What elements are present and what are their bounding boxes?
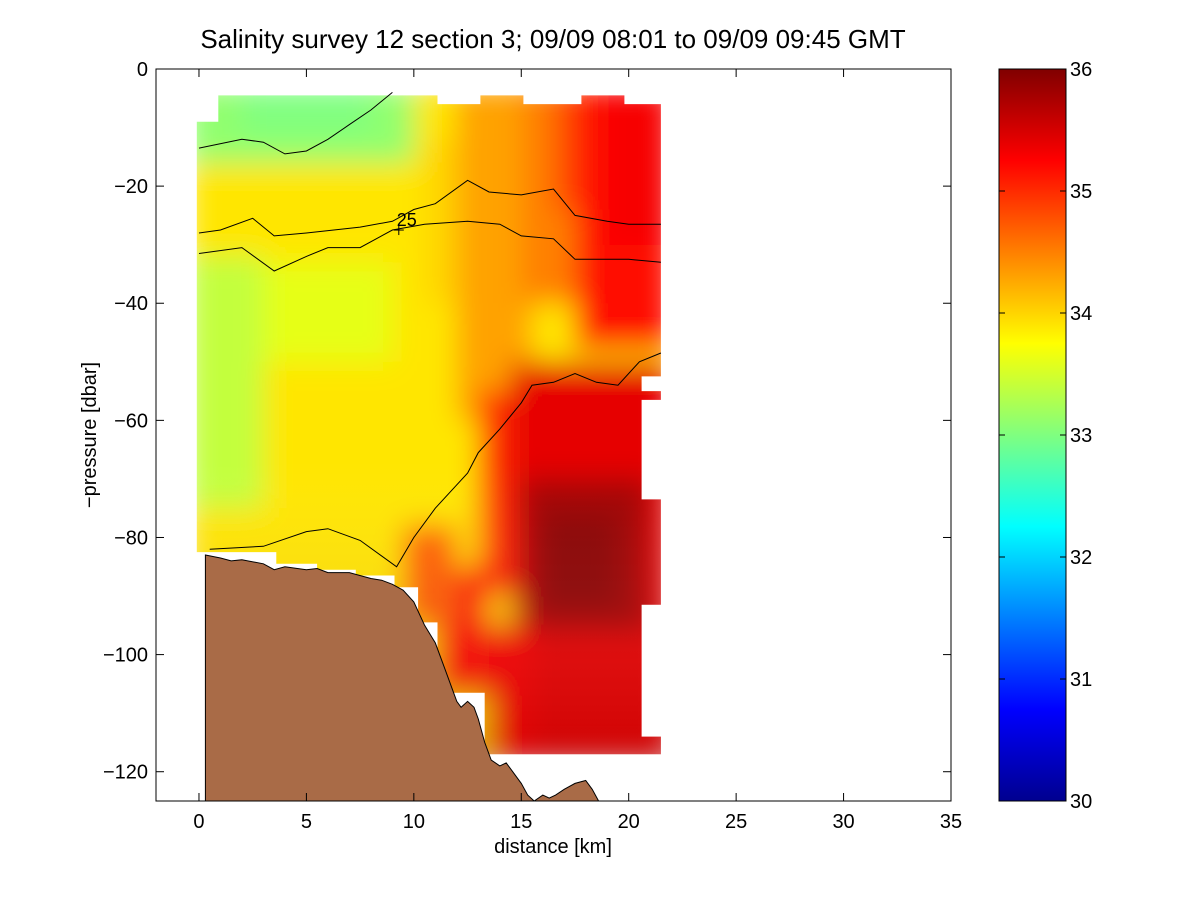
y-tick-label: −60 [114,410,148,432]
y-tick-label: −20 [114,176,148,198]
colorbar-tick-label: 31 [1070,669,1092,691]
x-tick-label: 10 [403,811,425,833]
x-tick-label: 25 [725,811,747,833]
contour-label-marker [393,225,404,236]
colorbar-tick-label: 33 [1070,425,1092,447]
colorbar-ticks: 30 31 32 33 34 35 36 [999,59,1092,813]
x-axis-label: distance [km] [494,836,612,858]
plot-frame [155,68,952,802]
x-tick-label: 35 [940,811,962,833]
colorbar [999,69,1066,801]
contour-line [198,179,661,237]
colorbar-tick-label: 34 [1070,303,1092,325]
y-tick-label: −40 [114,293,148,315]
y-tick-label: −120 [103,762,148,784]
contour-label: 25 [397,210,417,230]
colorbar-tick-label: 30 [1070,791,1092,813]
y-tick-label: −100 [103,645,148,667]
colorbar-tick-label: 36 [1070,59,1092,81]
y-axis-label: −pressure [dbar] [79,362,101,508]
x-tick-label: 20 [618,811,640,833]
colorbar-tick-label: 35 [1070,181,1092,203]
seabed [204,554,600,801]
salinity-field [196,95,661,755]
x-tick-label: 0 [193,811,204,833]
y-axis: 0 −20 −40 −60 −80 −100 −120 [103,59,951,784]
colorbar-tick-label: 32 [1070,547,1092,569]
chart-title: Salinity survey 12 section 3; 09/09 08:0… [200,24,905,54]
contour-lines [198,92,662,568]
y-tick-label: 0 [137,59,148,81]
x-tick-label: 15 [510,811,532,833]
x-tick-label: 5 [301,811,312,833]
y-tick-label: −80 [114,527,148,549]
contour-line [198,220,661,272]
contour-line [198,92,393,155]
x-axis: 0 5 10 15 20 25 30 35 [193,69,962,833]
contour-line [209,352,662,568]
x-tick-label: 30 [832,811,854,833]
